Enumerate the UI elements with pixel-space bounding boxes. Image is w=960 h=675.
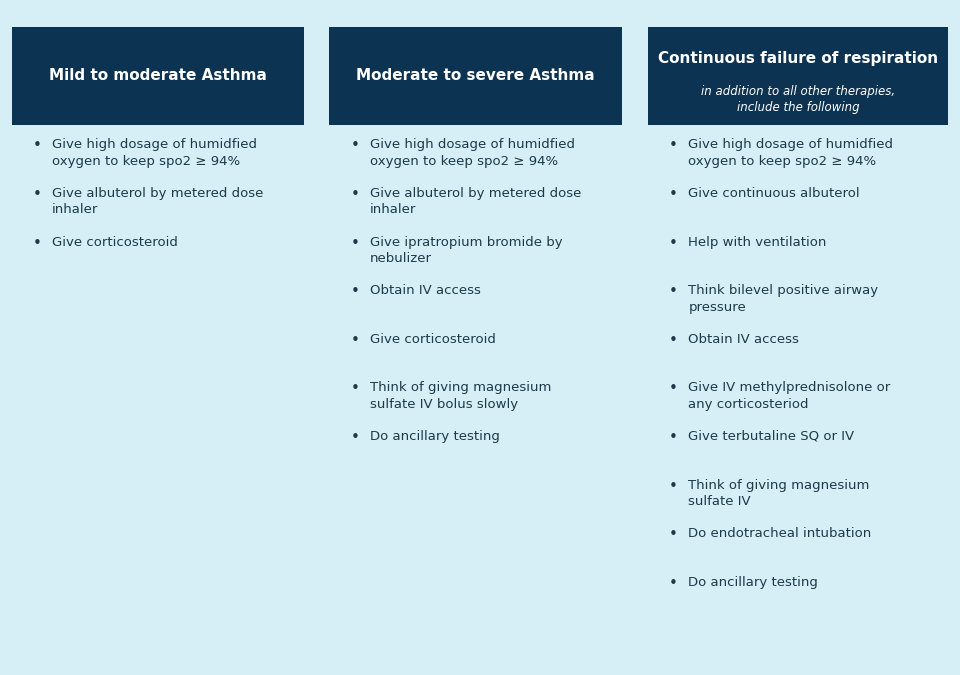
Text: •: • (33, 138, 41, 153)
Text: Mild to moderate Asthma: Mild to moderate Asthma (49, 68, 267, 84)
Text: •: • (669, 430, 678, 445)
Bar (12, 125, 304, 675)
Text: •: • (669, 138, 678, 153)
Bar (329, 27, 622, 125)
Text: Give high dosage of humidfied
oxygen to keep spo2 ≥ 94%: Give high dosage of humidfied oxygen to … (688, 138, 894, 168)
Text: Think of giving magnesium
sulfate IV: Think of giving magnesium sulfate IV (688, 479, 870, 508)
Text: in addition to all other therapies,
include the following: in addition to all other therapies, incl… (701, 85, 896, 114)
Text: •: • (669, 284, 678, 299)
Text: Think bilevel positive airway
pressure: Think bilevel positive airway pressure (688, 284, 878, 314)
Text: Give albuterol by metered dose
inhaler: Give albuterol by metered dose inhaler (52, 187, 263, 217)
Bar (12, 27, 304, 125)
Text: •: • (350, 284, 359, 299)
Text: Do ancillary testing: Do ancillary testing (370, 430, 499, 443)
Text: Think of giving magnesium
sulfate IV bolus slowly: Think of giving magnesium sulfate IV bol… (370, 381, 551, 411)
Text: Give albuterol by metered dose
inhaler: Give albuterol by metered dose inhaler (370, 187, 581, 217)
Text: •: • (669, 236, 678, 250)
Text: •: • (669, 576, 678, 591)
Bar (329, 125, 622, 675)
Text: Do endotracheal intubation: Do endotracheal intubation (688, 527, 872, 540)
Text: Obtain IV access: Obtain IV access (688, 333, 799, 346)
Text: Give corticosteroid: Give corticosteroid (52, 236, 178, 248)
Text: •: • (669, 187, 678, 202)
Text: •: • (669, 333, 678, 348)
Text: Give high dosage of humidfied
oxygen to keep spo2 ≥ 94%: Give high dosage of humidfied oxygen to … (370, 138, 575, 168)
Text: Give high dosage of humidfied
oxygen to keep spo2 ≥ 94%: Give high dosage of humidfied oxygen to … (52, 138, 257, 168)
Text: •: • (350, 381, 359, 396)
Text: Give IV methylprednisolone or
any corticosteriod: Give IV methylprednisolone or any cortic… (688, 381, 891, 411)
Bar (648, 27, 948, 125)
Text: Do ancillary testing: Do ancillary testing (688, 576, 818, 589)
Text: •: • (669, 527, 678, 542)
Text: •: • (669, 381, 678, 396)
Text: •: • (350, 187, 359, 202)
Text: •: • (669, 479, 678, 493)
Text: Give corticosteroid: Give corticosteroid (370, 333, 495, 346)
Text: Help with ventilation: Help with ventilation (688, 236, 827, 248)
Text: Moderate to severe Asthma: Moderate to severe Asthma (356, 68, 595, 84)
Text: •: • (350, 236, 359, 250)
Text: •: • (350, 430, 359, 445)
Bar (648, 125, 948, 675)
Text: •: • (33, 236, 41, 250)
Text: Obtain IV access: Obtain IV access (370, 284, 480, 297)
Text: Continuous failure of respiration: Continuous failure of respiration (659, 51, 938, 66)
Text: Give ipratropium bromide by
nebulizer: Give ipratropium bromide by nebulizer (370, 236, 563, 265)
Text: •: • (33, 187, 41, 202)
Text: Give terbutaline SQ or IV: Give terbutaline SQ or IV (688, 430, 854, 443)
Text: •: • (350, 138, 359, 153)
Text: •: • (350, 333, 359, 348)
Text: Give continuous albuterol: Give continuous albuterol (688, 187, 860, 200)
